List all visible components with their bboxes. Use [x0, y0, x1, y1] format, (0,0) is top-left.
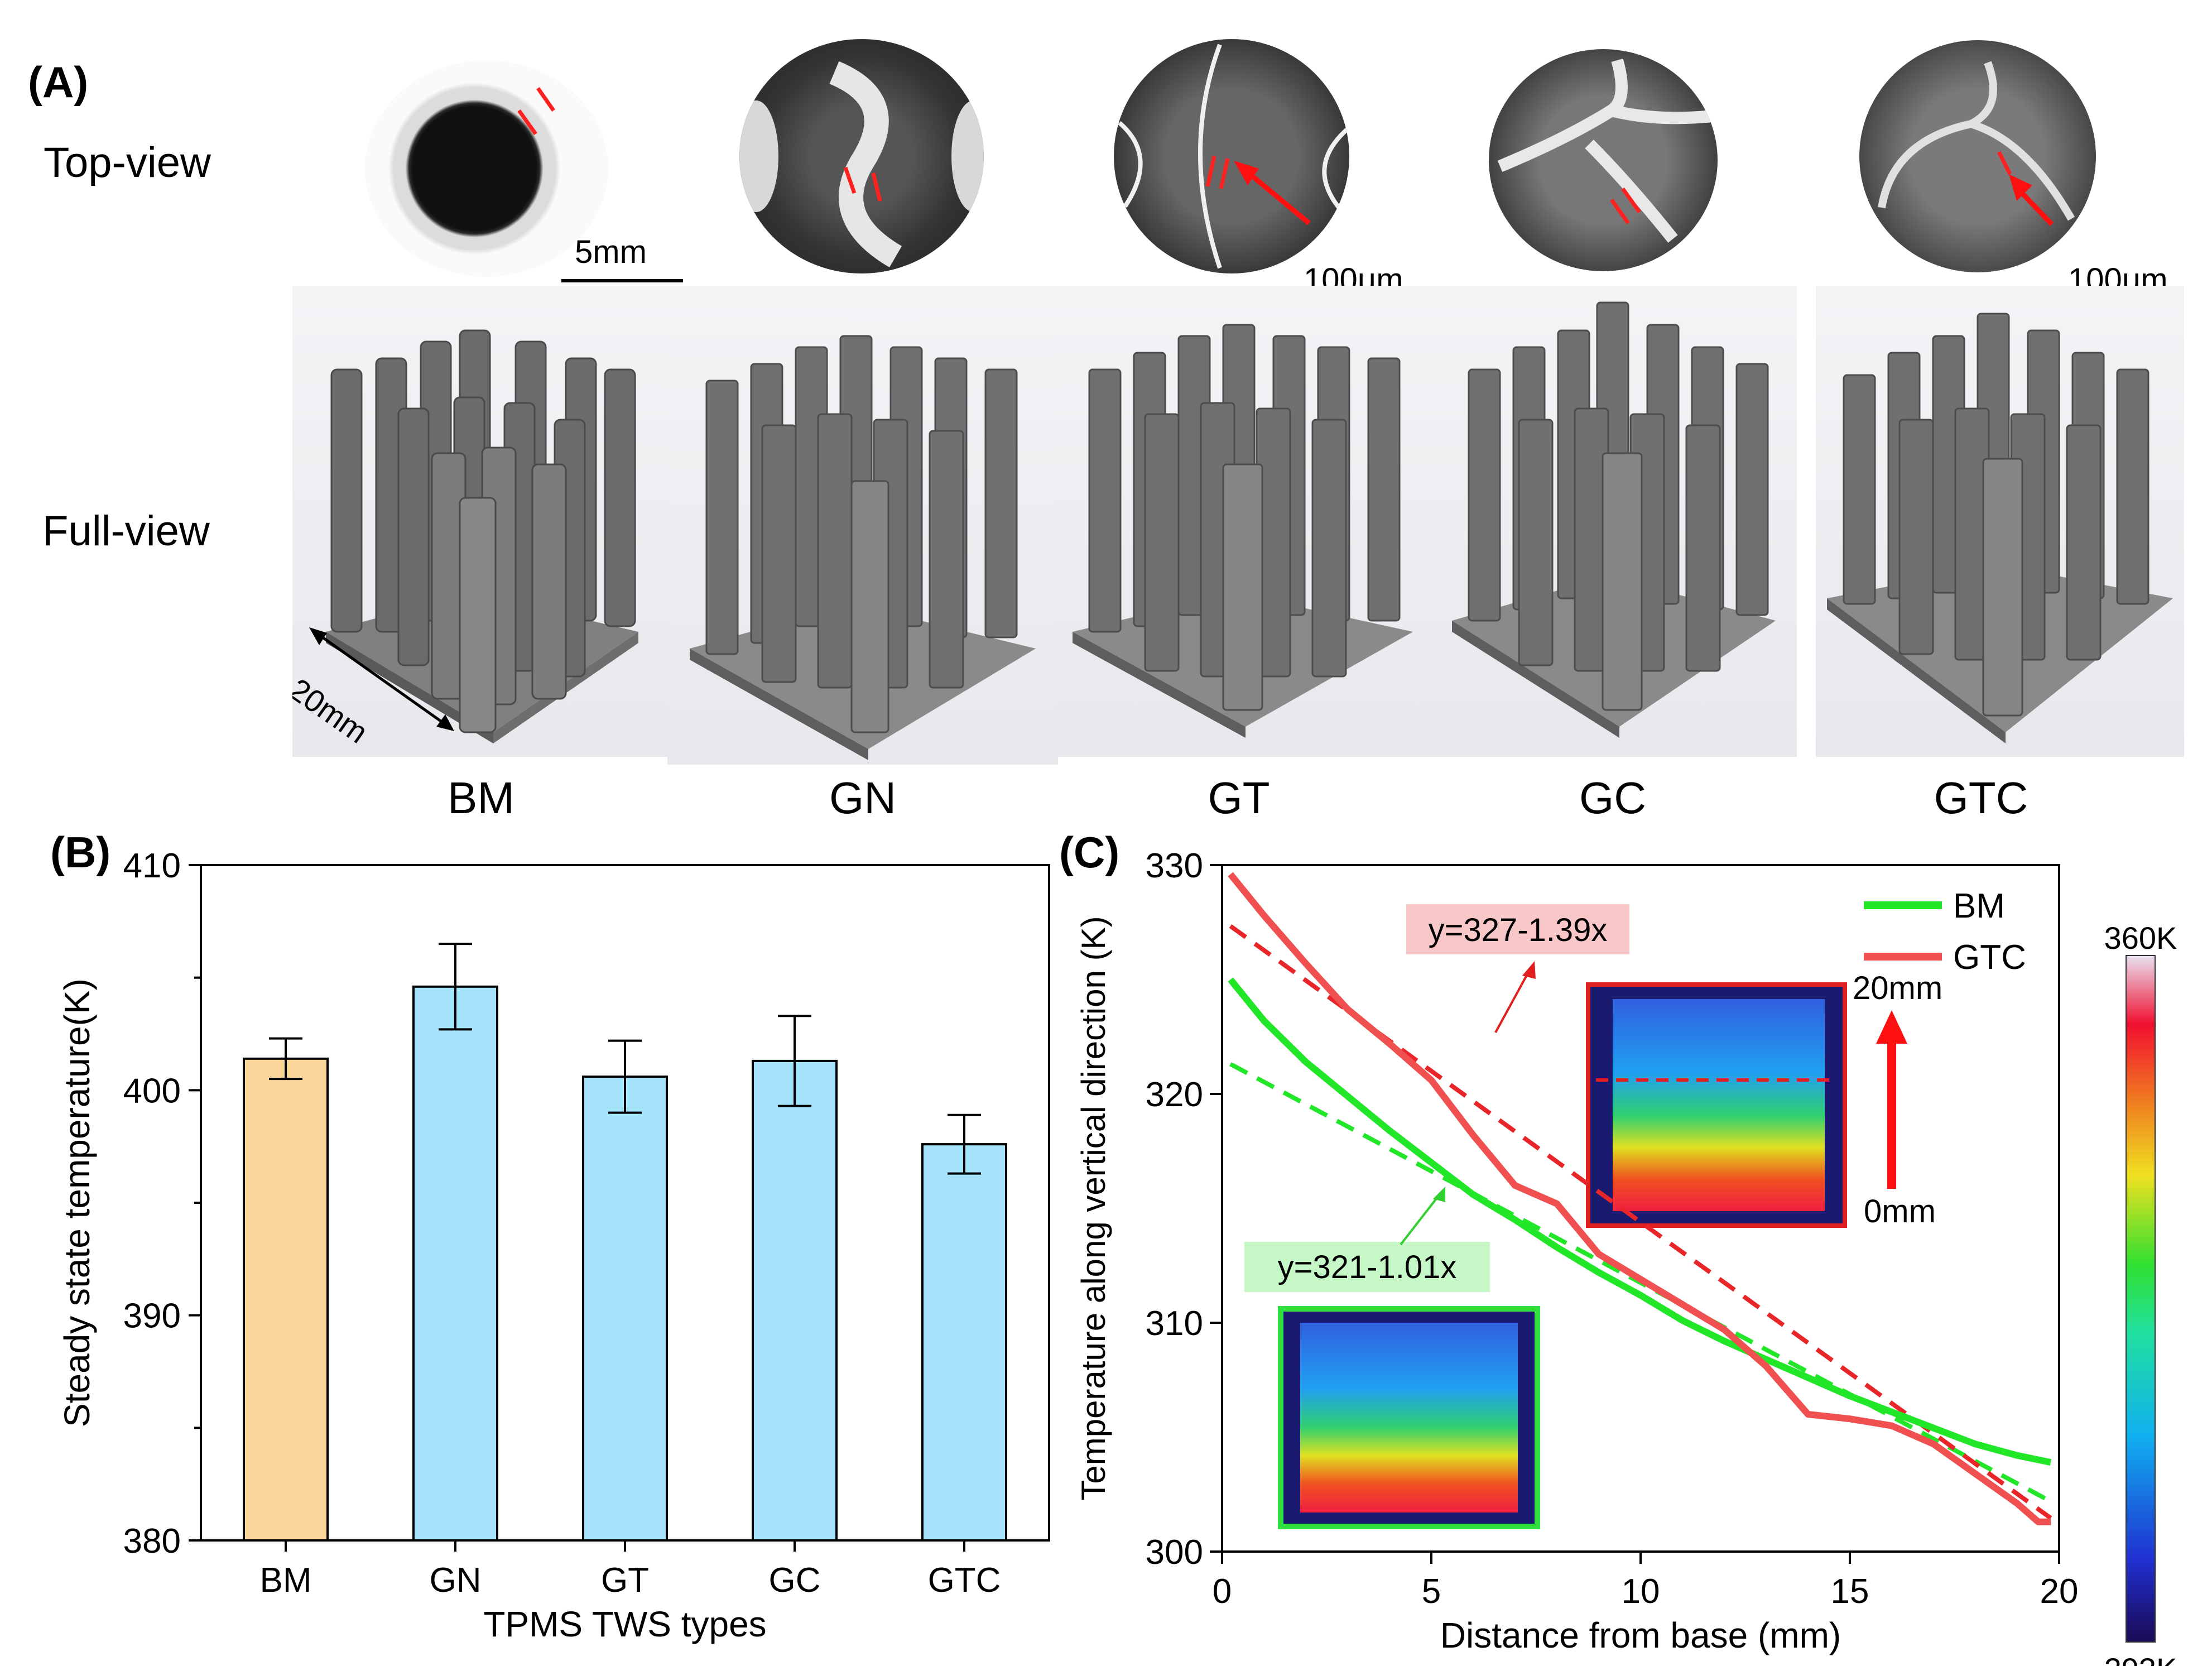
line-x-tick-label: 5	[1422, 1572, 1441, 1611]
legend-label-bm: BM	[1953, 887, 2005, 925]
full-view-bm-photo: 20mm	[292, 286, 670, 757]
line-x-tick-label: 10	[1622, 1572, 1660, 1611]
line-x-tick-label: 0	[1213, 1572, 1232, 1611]
top-view-gt-image	[1114, 39, 1349, 273]
fit-arrowhead-gtc	[1522, 961, 1536, 979]
bar-gt	[582, 1076, 668, 1542]
line-y-tick-label: 300	[1146, 1533, 1203, 1572]
colorbar-min-label: 293K	[2104, 1651, 2177, 1666]
fit-arrowhead-bm	[1433, 1187, 1445, 1202]
full-view-label: Full-view	[42, 507, 210, 555]
fit-label-box-gtc	[1406, 904, 1629, 954]
inset-bm-thermal	[1278, 1306, 1540, 1529]
direction-bottom-label: 0mm	[1864, 1193, 1936, 1230]
line-x-axis-title: Distance from base (mm)	[1440, 1615, 1841, 1655]
full-view-gc-photo	[1430, 286, 1797, 757]
fit-label-bm: y=321-1.01x	[1278, 1249, 1457, 1285]
inset-gtc-thermal	[1586, 982, 1847, 1228]
top-scale-bar	[561, 279, 683, 282]
bar-gtc	[921, 1143, 1007, 1542]
sample-label-gn: GN	[829, 773, 896, 823]
panel-a-label: (A)	[28, 57, 89, 107]
line-y-tick-label: 320	[1146, 1076, 1203, 1114]
bar-x-axis-title: TPMS TWS types	[483, 1604, 766, 1644]
top-view-gc-image	[1489, 49, 1718, 271]
full-view-gtc-photo	[1816, 286, 2184, 757]
sample-label-gt: GT	[1208, 773, 1270, 823]
bar-gc	[752, 1059, 838, 1542]
bar-x-tick-label: GC	[769, 1561, 821, 1600]
sample-label-bm: BM	[448, 773, 514, 823]
inset-gtc-heatmap	[1613, 999, 1825, 1211]
line-y-tick-label: 310	[1146, 1304, 1203, 1343]
bar-y-axis-title: Steady state temperature(K)	[57, 978, 97, 1427]
top-view-bm-image	[365, 60, 608, 277]
inset-bm-heatmap	[1300, 1323, 1518, 1513]
line-chart: 0 5 10 15 20 300 310 320 330 Distance from base (…	[1075, 847, 2177, 1666]
top-scale-label: 5mm	[575, 234, 647, 270]
panel-c-label: (C)	[1059, 828, 1120, 877]
bar-x-tick-label: GN	[430, 1561, 482, 1600]
top-view-label: Top-view	[44, 139, 211, 186]
full-view-gt-photo	[1056, 286, 1432, 757]
series-line-bm	[1228, 977, 2052, 1466]
line-y-tick-label: 330	[1146, 847, 1203, 885]
sample-label-gc: GC	[1579, 773, 1646, 823]
series-line-gtc	[1228, 872, 2051, 1525]
bar-x-tick-label: GTC	[928, 1561, 1001, 1600]
bar-chart: 380 390 400 410 BM GN GT GC GTC TPMS TWS types Ste…	[57, 847, 1050, 1644]
line-x-tick-label: 15	[1831, 1572, 1869, 1611]
bar-y-tick-label: 410	[123, 847, 181, 885]
bar-y-tick-label: 380	[123, 1522, 181, 1561]
bar-gn	[412, 985, 498, 1542]
colorbar	[2126, 955, 2156, 1643]
direction-arrowhead	[1876, 1010, 1907, 1044]
sample-label-gtc: GTC	[1934, 773, 2028, 823]
bar-bm	[243, 1057, 329, 1542]
direction-top-label: 20mm	[1853, 970, 1942, 1006]
full-view-gn-photo	[667, 286, 1058, 765]
panel-b-label: (B)	[50, 828, 111, 877]
bar-x-tick-label: GT	[601, 1561, 649, 1600]
top-view-gtc-image	[1859, 40, 2096, 272]
top-view-gn-image	[739, 39, 984, 273]
fit-arrow-gtc	[1494, 971, 1530, 1033]
fit-label-gtc: y=327-1.39x	[1429, 912, 1608, 948]
bar-y-tick-label: 400	[123, 1072, 181, 1110]
colorbar-max-label: 360K	[2104, 920, 2177, 956]
legend-label-gtc: GTC	[1953, 938, 2026, 977]
line-x-tick-label: 20	[2040, 1572, 2079, 1611]
fit-label-box-bm	[1244, 1242, 1490, 1292]
fit-arrow-bm	[1400, 1193, 1441, 1246]
line-y-axis-title: Temperature along vertical direction (K)	[1075, 916, 1112, 1500]
bar-y-tick-label: 390	[123, 1297, 181, 1336]
bar-x-tick-label: BM	[260, 1561, 312, 1600]
